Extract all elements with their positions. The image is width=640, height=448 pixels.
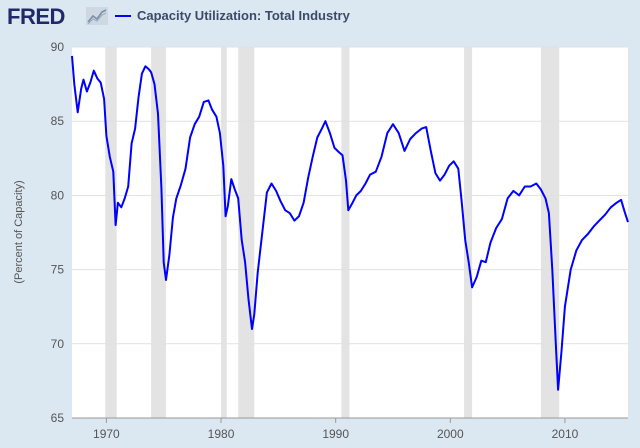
recession-band-4	[238, 47, 255, 418]
series-layer	[71, 55, 629, 391]
x-tick-label: 1970	[93, 427, 120, 441]
legend-line-swatch	[115, 14, 131, 17]
x-axis-ticks: 1970 1980 1990 2000 2010	[72, 417, 628, 441]
series-line-1[interactable]	[71, 55, 629, 391]
chart-header: FRED Capacity Utilization: Total Industr…	[0, 0, 640, 36]
recession-band-3	[221, 47, 227, 418]
x-tick-label: 1990	[322, 427, 349, 441]
x-tick-label: 2000	[437, 427, 464, 441]
x-tick-label: 1980	[208, 427, 235, 441]
fred-logo[interactable]: FRED	[7, 4, 65, 29]
y-tick-label: 70	[51, 337, 65, 351]
y-tick-label: 80	[51, 188, 65, 202]
recession-band-1	[105, 47, 117, 418]
y-tick-label: 65	[51, 411, 65, 425]
y-tick-label: 90	[51, 40, 65, 54]
y-tick-label: 85	[51, 114, 65, 128]
recession-band-2	[151, 47, 167, 418]
recession-band-5	[341, 47, 350, 418]
chart-legend: Capacity Utilization: Total Industry	[115, 8, 350, 23]
recession-band-6	[464, 47, 473, 418]
fred-logo-chart-icon	[86, 7, 108, 25]
legend-series-label[interactable]: Capacity Utilization: Total Industry	[137, 8, 350, 23]
x-tick-label: 2010	[552, 427, 579, 441]
y-tick-label: 75	[51, 263, 65, 277]
y-axis-title: (Percent of Capacity)	[13, 180, 25, 283]
y-axis-ticks: 65 70 75 80 85 90	[51, 40, 65, 425]
